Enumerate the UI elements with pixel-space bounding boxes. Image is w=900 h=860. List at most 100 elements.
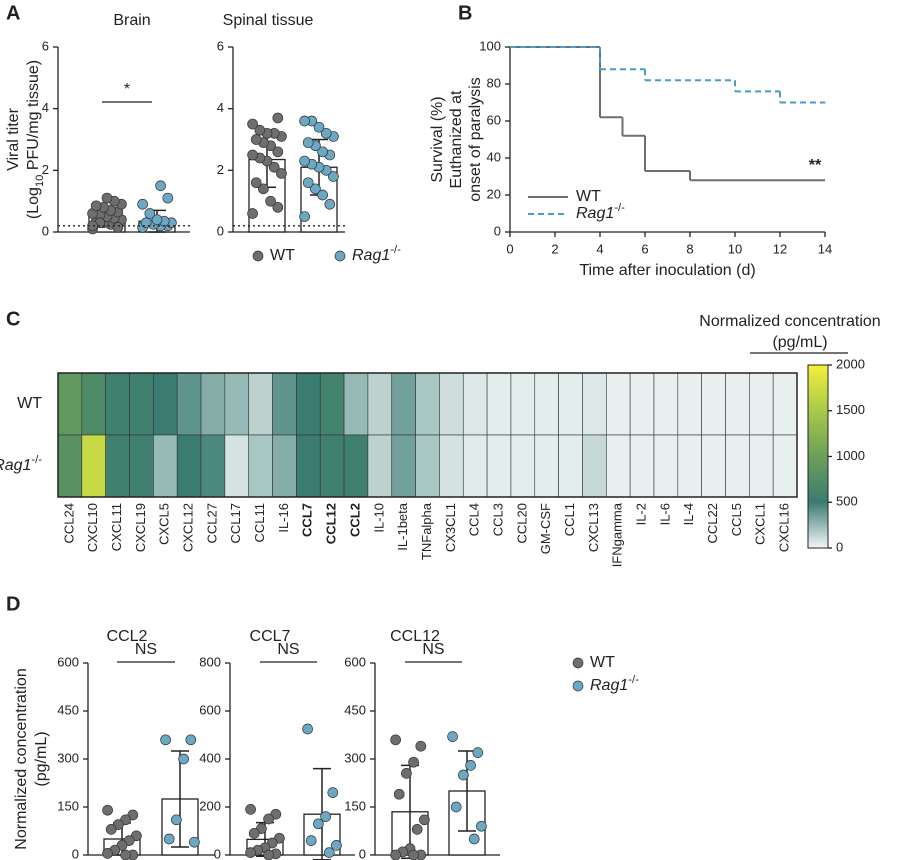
heatmap-cell: [439, 434, 464, 498]
heatmap-cell: [367, 372, 393, 436]
data-point: [247, 208, 258, 219]
heatmap-cell: [343, 434, 369, 498]
colorbar-title: Normalized concentration: [699, 313, 880, 330]
data-point: [305, 835, 317, 846]
heatmap-cell: [725, 372, 750, 436]
column-label: CCL5: [729, 503, 744, 536]
colorbar-tick-label: 0: [836, 539, 843, 554]
data-point: [151, 214, 163, 226]
data-point: [178, 753, 189, 765]
data-point: [120, 849, 131, 860]
heatmap-cell: [224, 372, 250, 436]
column-label: IL-16: [276, 503, 291, 533]
column-label: CCL11: [252, 503, 267, 543]
data-point: [317, 146, 328, 158]
chart-title: CCL7: [250, 628, 291, 645]
data-point: [320, 127, 332, 139]
column-label: CCL2: [347, 503, 362, 537]
heatmap-cell: [343, 372, 369, 436]
data-point: [171, 814, 182, 826]
data-point: [390, 849, 401, 860]
column-label: CCL4: [467, 503, 482, 536]
y-tick-label: 450: [344, 702, 366, 717]
y-tick-label: 6: [217, 38, 224, 53]
data-point: [302, 177, 314, 189]
heatmap-cell: [248, 434, 273, 498]
heatmap-cell: [462, 434, 488, 498]
colorbar-tick-label: 1000: [836, 448, 865, 463]
y-tick-label: 300: [57, 750, 79, 765]
column-label: IL-10: [371, 503, 386, 533]
column-label: IFNgamma: [610, 502, 625, 567]
heatmap-cell: [129, 372, 154, 436]
data-point: [299, 211, 310, 222]
heatmap-cell: [605, 372, 631, 436]
row-label: Rag1-/-: [0, 454, 42, 474]
colorbar-tick-label: 1500: [836, 402, 865, 417]
data-point: [268, 161, 280, 173]
y-axis-label: Survival (%): [429, 96, 446, 182]
heatmap-cell: [296, 372, 321, 436]
data-point: [112, 222, 124, 233]
data-point: [163, 833, 175, 845]
y-tick-label: 40: [487, 149, 501, 164]
y-tick-label: 2: [42, 162, 49, 177]
data-point: [458, 769, 469, 781]
panel-label: B: [458, 2, 472, 24]
data-point: [90, 200, 102, 212]
heatmap-cell: [510, 372, 536, 436]
column-label: IL-1beta: [395, 502, 410, 550]
data-point: [317, 189, 328, 201]
data-point: [313, 121, 325, 133]
heatmap-cell: [558, 372, 583, 436]
heatmap-cell: [558, 434, 583, 498]
data-point: [323, 847, 335, 858]
data-point: [272, 146, 284, 158]
data-point: [265, 195, 276, 207]
data-point: [102, 848, 113, 859]
legend-label: WT: [270, 247, 295, 264]
legend-marker: [572, 680, 584, 692]
data-point: [401, 768, 412, 779]
y-tick-label: 0: [494, 223, 501, 238]
heatmap-cell: [701, 372, 726, 436]
y-tick-label: 0: [217, 223, 224, 238]
data-point: [102, 804, 113, 816]
data-point: [189, 836, 200, 848]
data-point: [185, 734, 197, 746]
y-axis-label: Euthanized at: [448, 90, 465, 188]
column-label: CXCL12: [181, 503, 196, 552]
y-axis-label: onset of paralysis: [467, 77, 484, 202]
heatmap-cell: [486, 372, 512, 436]
column-label: CCL22: [705, 503, 720, 543]
data-point: [248, 828, 260, 839]
y-tick-label: 150: [57, 798, 79, 813]
y-tick-label: 300: [344, 750, 366, 765]
column-label: CXCL13: [586, 503, 601, 552]
heatmap-cell: [772, 434, 798, 498]
heatmap-cell: [534, 434, 559, 498]
data-point: [105, 824, 117, 835]
legend-label: WT: [576, 188, 601, 205]
y-axis-label: (pg/mL): [33, 731, 50, 786]
legend-label: Rag1-/-: [576, 202, 625, 222]
data-point: [137, 198, 148, 210]
column-label: CX3CL1: [443, 503, 458, 552]
y-tick-label: 150: [344, 798, 366, 813]
y-axis-label: Viral titer: [5, 107, 22, 171]
heatmap-cell: [272, 434, 297, 498]
data-point: [250, 134, 262, 145]
data-point: [245, 804, 256, 815]
column-label: CCL27: [204, 503, 219, 543]
data-point: [162, 192, 174, 204]
heatmap-cell: [653, 434, 679, 498]
heatmap-cell: [176, 372, 202, 436]
x-tick-label: 8: [686, 241, 693, 256]
data-point: [331, 840, 342, 851]
chart-title: Spinal tissue: [223, 12, 314, 29]
legend-marker: [334, 250, 346, 262]
x-tick-label: 4: [596, 241, 603, 256]
heatmap-cell: [725, 434, 750, 498]
data-point: [468, 833, 480, 845]
chart-title: CCL2: [107, 628, 148, 645]
